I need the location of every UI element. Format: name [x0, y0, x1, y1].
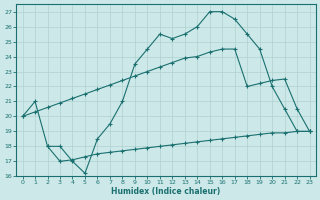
X-axis label: Humidex (Indice chaleur): Humidex (Indice chaleur) — [111, 187, 221, 196]
